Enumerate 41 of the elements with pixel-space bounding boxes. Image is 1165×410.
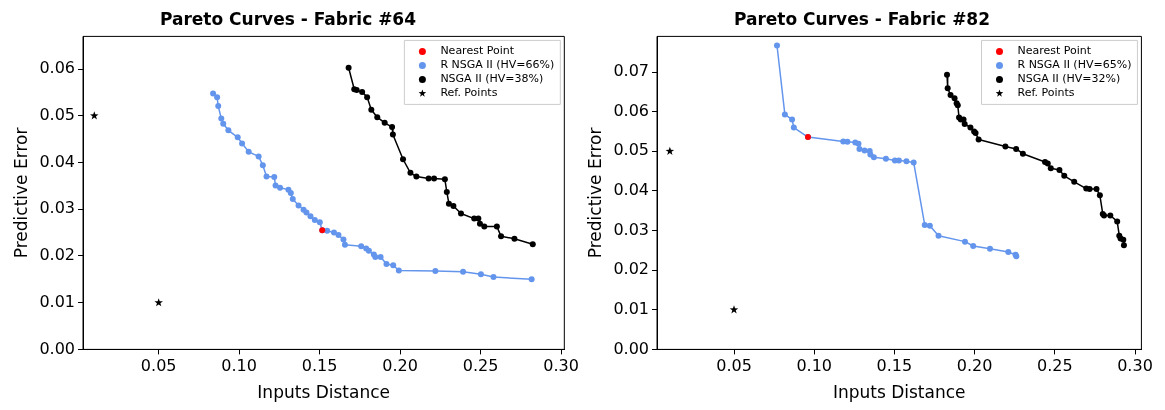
x-tick-label: 0.25 [462, 356, 499, 376]
legend-label: Nearest Point [440, 44, 515, 58]
x-tick-label: 0.25 [1036, 356, 1073, 376]
y-axis-title: Predictive Error [584, 127, 605, 259]
x-tick-label: 0.15 [876, 356, 913, 376]
y-tick-label: 0.05 [39, 104, 76, 124]
y-tick-label: 0.01 [39, 291, 76, 311]
x-tick-label: 0.10 [796, 356, 833, 376]
y-axis-title: Predictive Error [10, 127, 31, 259]
legend-label: R NSGA II (HV=65%) [1017, 58, 1132, 72]
x-tick-label: 0.20 [382, 356, 418, 376]
y-tick-label: 0.02 [39, 245, 76, 265]
y-tick-label: 0.03 [39, 198, 76, 218]
x-axis-title: Inputs Distance [257, 382, 390, 403]
x-tick-label: 0.05 [140, 356, 177, 376]
chart-title: Pareto Curves - Fabric #64 [159, 8, 417, 29]
chart-title: Pareto Curves - Fabric #82 [733, 8, 991, 29]
y-tick-label: 0.06 [613, 100, 650, 120]
x-axis-title: Inputs Distance [832, 382, 966, 403]
legend-label: Ref. Points [1017, 86, 1075, 100]
x-tick-label: 0.30 [1117, 356, 1153, 376]
legend-label: Nearest Point [1017, 44, 1092, 58]
y-tick-label: 0.04 [39, 151, 76, 171]
y-tick-label: 0.04 [613, 180, 650, 200]
y-tick-label: 0.00 [39, 338, 76, 358]
x-tick-label: 0.30 [543, 356, 579, 376]
x-tick-label: 0.10 [221, 356, 257, 376]
y-tick-label: 0.01 [613, 298, 650, 318]
x-tick-label: 0.05 [716, 356, 752, 376]
legend-label: Ref. Points [440, 86, 498, 100]
legend-label: NSGA II (HV=32%) [1017, 72, 1121, 86]
y-tick-label: 0.03 [613, 219, 650, 239]
x-tick-label: 0.20 [956, 356, 993, 376]
y-tick-label: 0.06 [39, 58, 76, 78]
y-tick-label: 0.07 [613, 61, 650, 81]
legend-label: NSGA II (HV=38%) [440, 72, 544, 86]
legend-label: R NSGA II (HV=66%) [440, 58, 555, 72]
y-tick-label: 0.00 [613, 338, 650, 358]
y-tick-label: 0.05 [613, 140, 650, 160]
x-tick-label: 0.15 [301, 356, 338, 376]
y-tick-label: 0.02 [613, 259, 650, 279]
